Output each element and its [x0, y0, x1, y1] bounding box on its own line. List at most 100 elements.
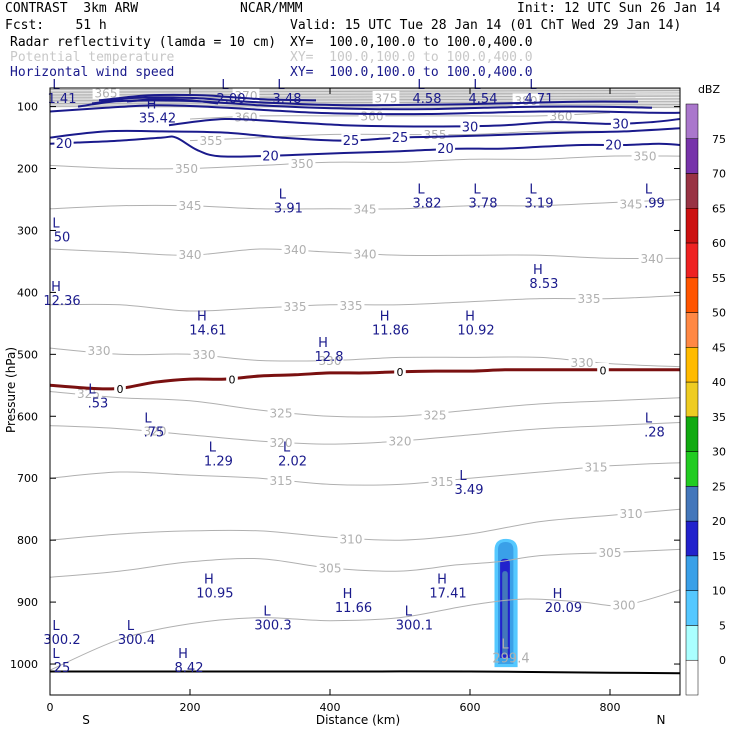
extremum-value: 3.19: [525, 196, 554, 211]
wind-label-20-bg: [54, 136, 74, 150]
colorbar-swatch: [685, 486, 699, 522]
theta-label-330-bg: [568, 355, 596, 369]
x-tick-label: 800: [600, 701, 621, 714]
x-axis-label: Distance (km): [316, 713, 400, 727]
theta-label-355: 355: [200, 134, 223, 148]
extremum-H: H: [437, 573, 447, 588]
freezing-label-bg: [597, 362, 609, 376]
header-model: CONTRAST 3km ARW: [5, 1, 139, 16]
extremum-L: L: [501, 638, 509, 653]
reflectivity-20dbz: [502, 571, 508, 655]
extremum-L: L: [283, 441, 291, 456]
theta-label-305-bg: [316, 561, 344, 575]
extremum-L: L: [405, 605, 413, 620]
endpoint-north: N: [657, 713, 666, 727]
colorbar-label: 20: [712, 515, 726, 528]
theta-label-325: 325: [77, 387, 100, 401]
header-valid: Valid: 15 UTC Tue 28 Jan 14 (01 ChT Wed …: [290, 18, 682, 33]
theta-label-360-bg: [358, 108, 386, 122]
extremum-H: H: [380, 309, 390, 324]
theta-band-line: [50, 101, 680, 104]
extremum-value: 300.3: [254, 619, 291, 634]
theta-label-335: 335: [578, 292, 601, 306]
wind-contour-3: [50, 104, 680, 116]
theta-label-325: 325: [270, 407, 293, 421]
theta-label-320-bg: [386, 434, 414, 448]
colorbar-swatch: [685, 103, 699, 140]
x-tick-label: 400: [320, 701, 341, 714]
freezing-label: 0: [229, 374, 236, 387]
theta-band-label-bg: [92, 88, 120, 99]
theta-label-315: 315: [431, 475, 454, 489]
header-init: Init: 12 UTC Sun 26 Jan 14: [517, 1, 721, 16]
theta-label-350: 350: [291, 157, 314, 171]
extremum-L: L: [144, 411, 152, 426]
freezing-label: 0: [117, 383, 124, 396]
extremum-value: 3.91: [274, 201, 303, 216]
theta-label-320-bg: [141, 424, 169, 438]
y-tick-label: 600: [17, 410, 38, 423]
field-reflectivity: Radar reflectivity (lamda = 10 cm): [10, 35, 277, 50]
extremum-value: 3.78: [469, 196, 498, 211]
wind-contour-6: [98, 93, 317, 102]
freezing-label-bg: [394, 364, 406, 378]
theta-label-310: 310: [340, 532, 363, 546]
theta-label-345: 345: [179, 199, 202, 213]
extrema-layer: L1.41L2.00L3.48L4.58L4.54L4.71H35.42L3.9…: [43, 78, 664, 676]
extremum-value: 300.1: [396, 619, 433, 634]
wind-label-20: 20: [605, 138, 622, 153]
extremum-L: L: [221, 78, 229, 93]
extremum-value: 12.36: [43, 294, 80, 309]
theta-label-345: 345: [620, 197, 643, 211]
colorbar-swatch: [685, 277, 699, 313]
wind-label-30-bg: [460, 120, 480, 134]
wind-label-20-bg: [603, 137, 624, 151]
colorbar-label: 15: [712, 550, 726, 563]
theta-label-310-bg: [617, 506, 645, 520]
colorbar-swatch: [685, 208, 699, 244]
theta-contour-305: [50, 548, 680, 578]
extremum-value: 1.41: [48, 92, 77, 107]
theta-label-330: 330: [319, 354, 342, 368]
field-theta-xy: XY= 100.0,100.0 to 100.0,400.0: [290, 50, 533, 65]
theta-band-line: [50, 92, 680, 95]
extremum-L: L: [459, 469, 467, 484]
colorbar-swatch: [685, 312, 699, 348]
theta-label-300: 300: [613, 599, 636, 613]
x-tick-label: 0: [47, 701, 54, 714]
theta-band-label: 365: [95, 86, 118, 100]
theta-label-330: 330: [571, 356, 594, 370]
theta-band-line: [50, 89, 680, 92]
theta-label-350: 350: [634, 150, 657, 164]
freezing-label-bg: [114, 381, 126, 395]
wind-contour-7: [126, 98, 219, 105]
extremum-L: L: [277, 78, 285, 93]
extremum-H: H: [197, 309, 207, 324]
extremum-value: 35.42: [139, 111, 176, 126]
extremum-L: L: [52, 619, 60, 634]
theta-label-355-bg: [197, 133, 225, 147]
extremum-value: 299.4: [492, 652, 529, 667]
extremum-L: L: [127, 619, 135, 634]
extremum-L: L: [529, 182, 537, 197]
wind-label-25-bg: [390, 130, 410, 144]
colorbar-swatch: [685, 416, 699, 452]
colorbar-label: 0: [719, 654, 726, 667]
freezing-label: 0: [600, 364, 607, 377]
theta-label-330-bg: [316, 353, 344, 367]
extremum-value: 8.42: [175, 661, 204, 676]
field-wind-xy: XY= 100.0,100.0 to 100.0,400.0: [290, 65, 533, 80]
theta-label-350: 350: [175, 162, 198, 176]
extremum-value: 11.66: [335, 601, 372, 616]
theta-label-330: 330: [193, 348, 216, 362]
theta-label-340: 340: [179, 248, 202, 262]
reflectivity-layer: [494, 538, 518, 668]
theta-contour-315: [50, 462, 680, 486]
extremum-H: H: [465, 309, 475, 324]
wind-label-20-bg: [260, 149, 281, 163]
endpoint-south: S: [82, 713, 90, 727]
theta-label-320-bg: [267, 435, 295, 449]
theta-label-315-bg: [267, 473, 295, 487]
theta-label-340: 340: [354, 247, 377, 261]
theta-label-320: 320: [389, 435, 412, 449]
